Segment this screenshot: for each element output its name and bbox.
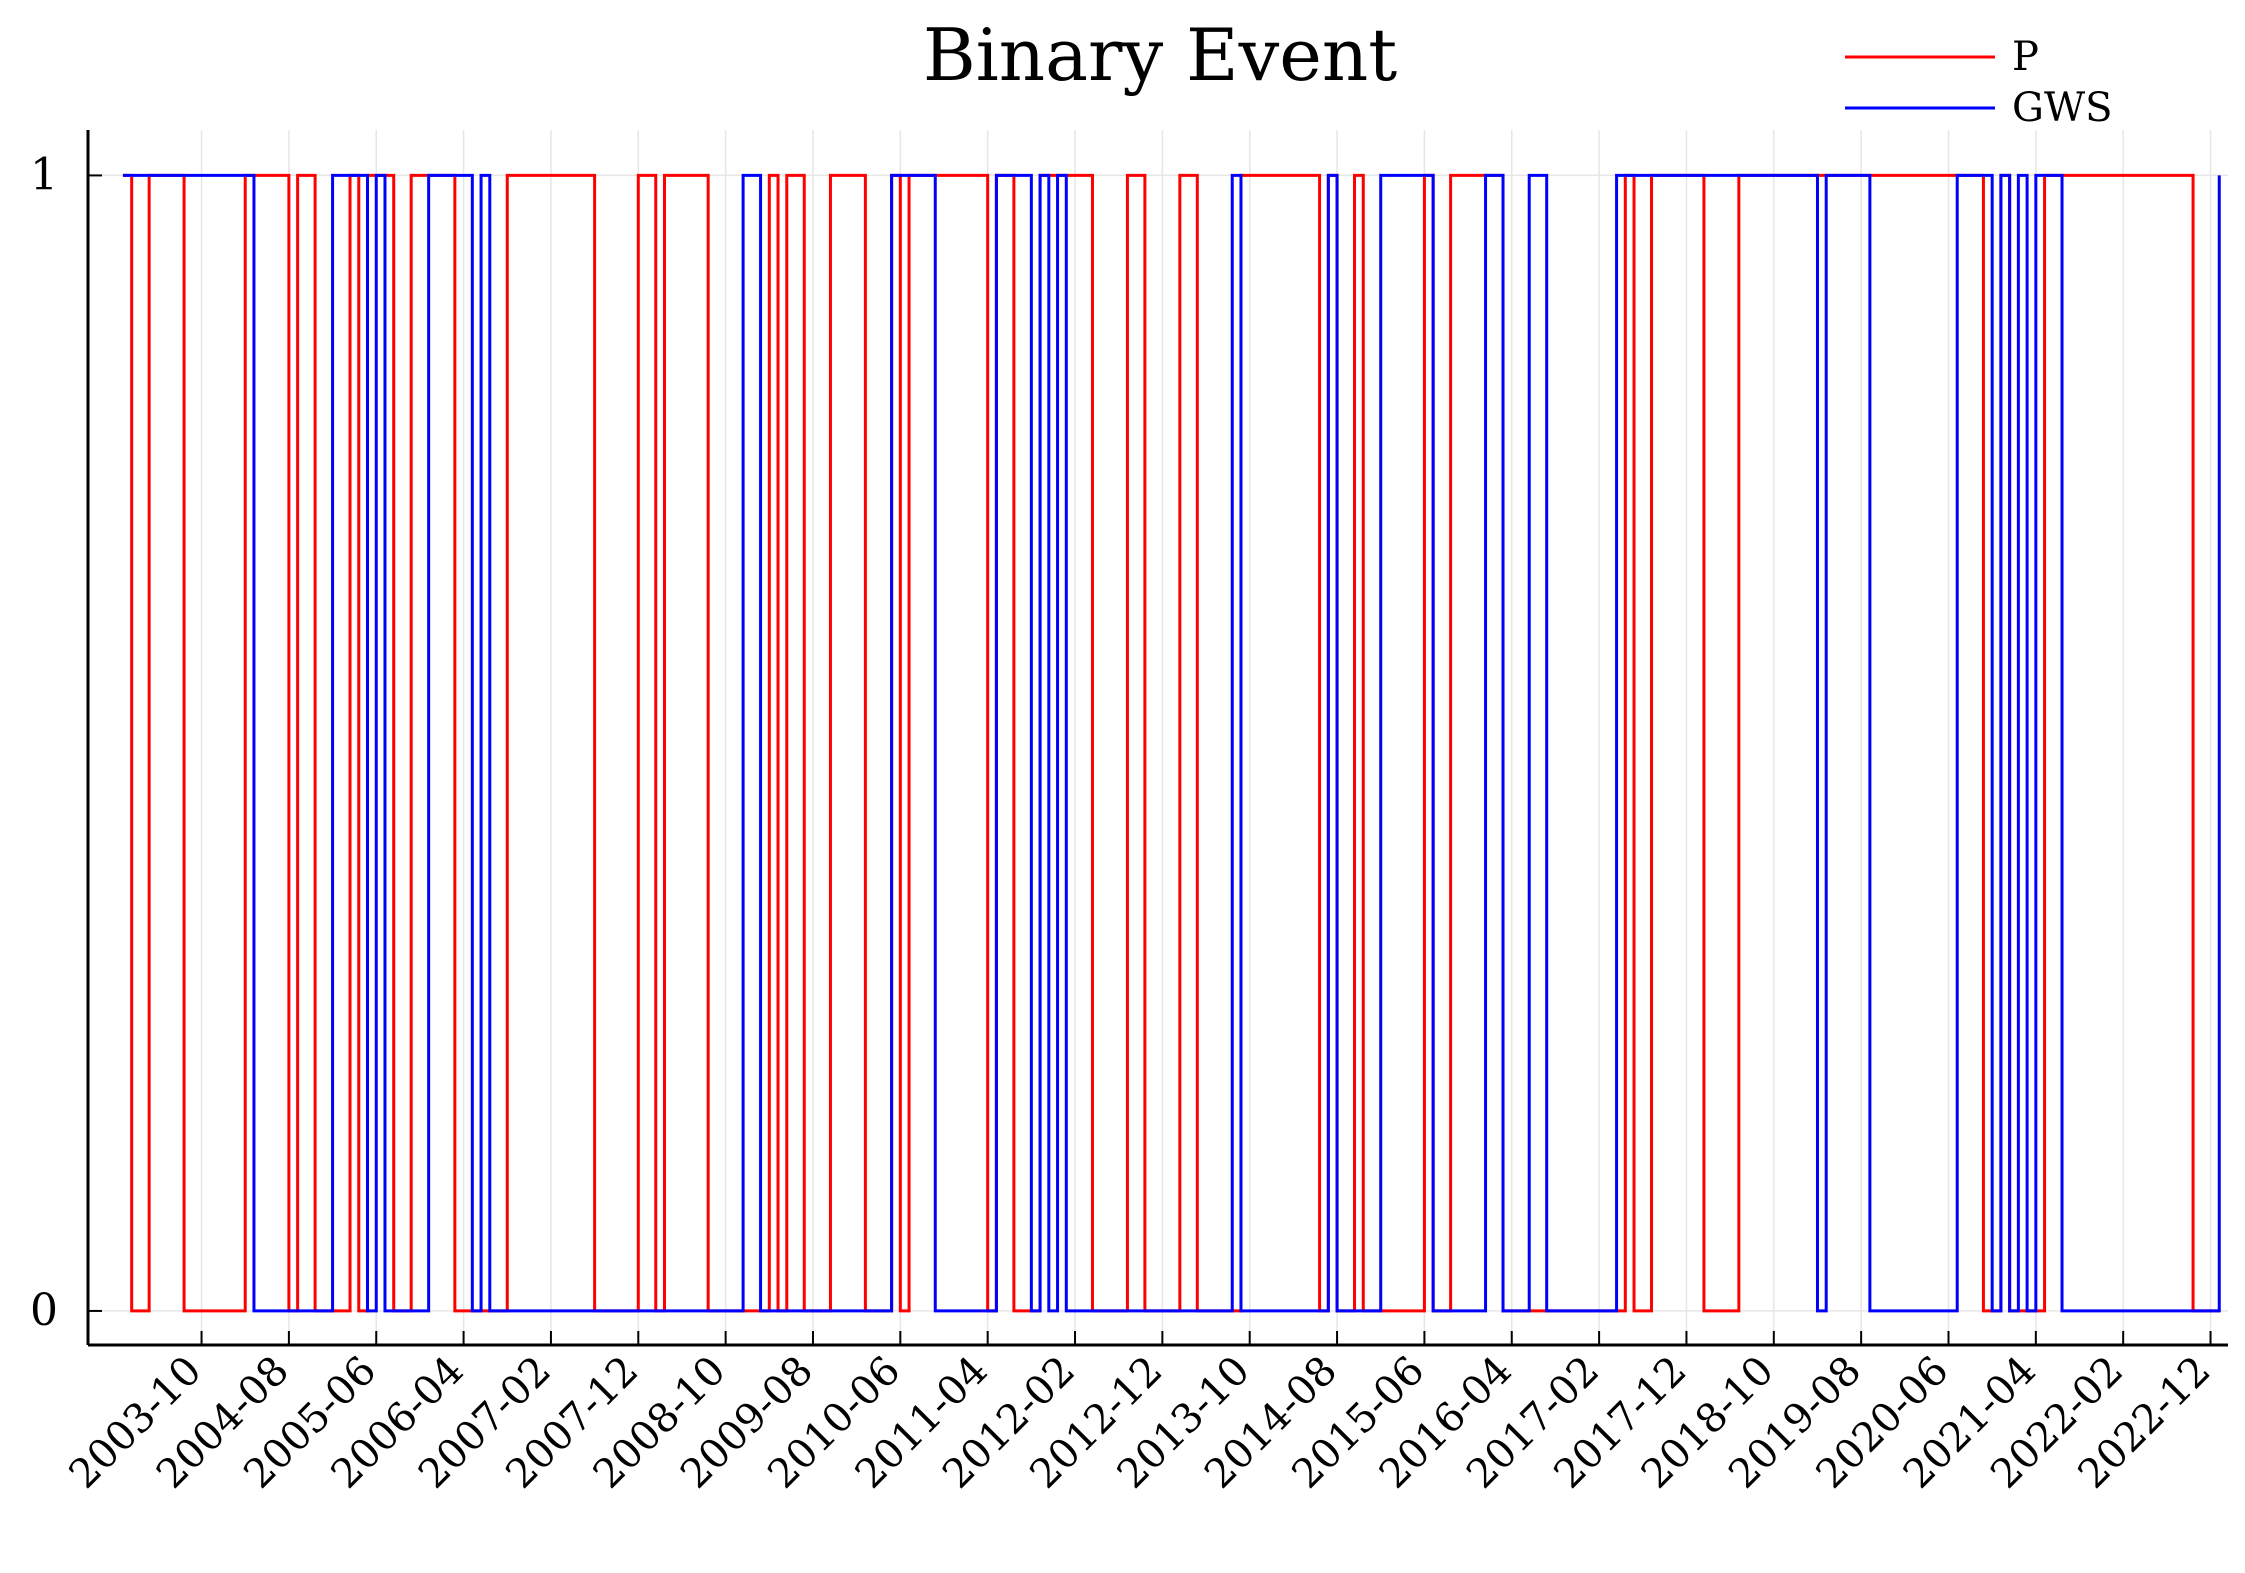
axes (86, 130, 2228, 1347)
grid (88, 130, 2228, 1345)
series-line-p (122, 173, 2220, 1313)
legend: P GWS (1845, 34, 2112, 131)
legend-label-gws: GWS (2012, 85, 2112, 131)
legend-label-p: P (2012, 34, 2039, 80)
series-line-gws (122, 173, 2221, 1313)
chart-title: Binary Event (923, 13, 1397, 97)
series-lines (122, 173, 2221, 1313)
y-tick-label: 0 (30, 1285, 58, 1336)
y-tick-label: 1 (30, 149, 58, 200)
